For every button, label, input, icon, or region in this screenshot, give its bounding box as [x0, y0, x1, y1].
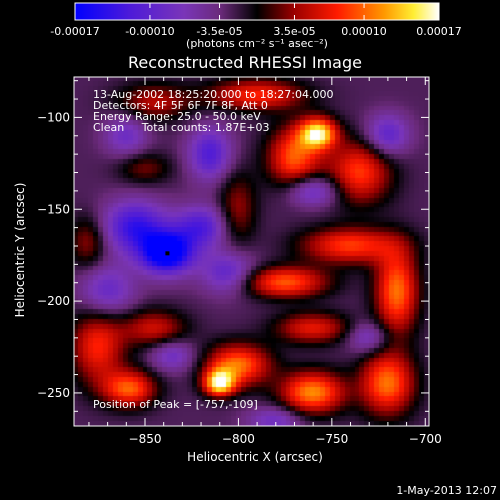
- y-tick-label: −100: [37, 110, 70, 124]
- plot-frame: [73, 76, 430, 427]
- colorbar-tick-labels: -0.00017 -0.00010 -3.5e-05 3.5e-05 0.00010 0.…: [50, 25, 461, 38]
- y-tick-label: −250: [37, 386, 70, 400]
- colorbar-frame: [74, 2, 440, 21]
- annotation-time-range: 13-Aug-2002 18:25:20.000 to 18:27:04.000: [93, 88, 334, 101]
- annotation-energy-range: Energy Range: 25.0 - 50.0 keV: [93, 110, 261, 123]
- x-axis: −850 −800 −750 −700: [88, 77, 442, 446]
- colorbar-tick-label: 3.5e-05: [273, 25, 315, 38]
- x-axis-label: Heliocentric X (arcsec): [187, 450, 323, 464]
- y-tick-label: −150: [37, 202, 70, 216]
- colorbar: -0.00017 -0.00010 -3.5e-05 3.5e-05 0.00010 0.…: [50, 2, 462, 50]
- x-tick-label: −750: [315, 432, 348, 446]
- colorbar-tick-label: -0.00017: [50, 25, 99, 38]
- x-tick-label: −800: [222, 432, 255, 446]
- marked-point: [165, 251, 170, 256]
- annotation-detectors: Detectors: 4F 5F 6F 7F 8F, Att 0: [93, 99, 268, 112]
- footer-timestamp: 1-May-2013 12:07: [396, 484, 497, 497]
- colorbar-tick-label: 0.00017: [416, 25, 462, 38]
- peak-position-label: Position of Peak = [-757,-109]: [93, 398, 258, 411]
- y-axis-label: Heliocentric Y (arcsec): [13, 183, 27, 318]
- observation-annotations: 13-Aug-2002 18:25:20.000 to 18:27:04.000…: [93, 88, 334, 134]
- annotation-clean-counts: Clean Total counts: 1.87E+03: [93, 121, 270, 134]
- x-tick-label: −850: [129, 432, 162, 446]
- colorbar-ticks: [74, 3, 440, 20]
- colorbar-tick-label: -3.5e-05: [196, 25, 242, 38]
- colorbar-tick-label: -0.00010: [125, 25, 174, 38]
- colorbar-units-label: (photons cm⁻² s⁻¹ asec⁻²): [186, 37, 328, 50]
- chart-title: Reconstructed RHESSI Image: [128, 53, 362, 72]
- colorbar-tick-label: 0.00010: [341, 25, 387, 38]
- x-tick-label: −700: [409, 432, 442, 446]
- heatmap-image: [74, 77, 429, 426]
- y-tick-label: −200: [37, 294, 70, 308]
- y-axis: −250 −200 −150 −100: [37, 80, 429, 412]
- colorbar-gradient: [75, 3, 439, 20]
